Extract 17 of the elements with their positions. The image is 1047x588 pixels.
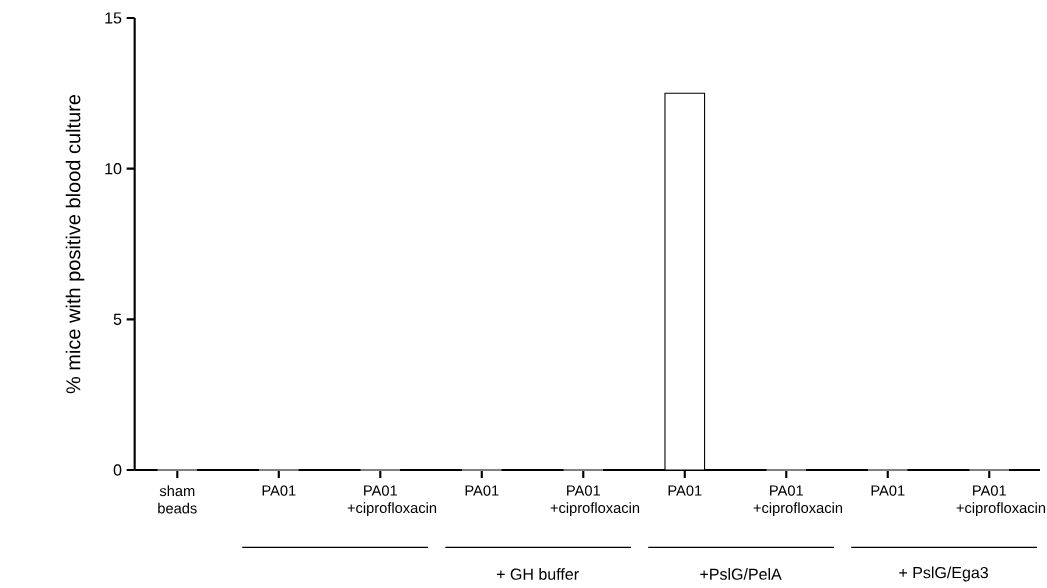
x-tick-label: PA01	[465, 485, 499, 496]
x-tick-label: PA01 +ciprofloxacin	[956, 485, 1046, 516]
y-tick-label: 15	[105, 12, 122, 24]
x-tick-label: PA01	[871, 485, 905, 496]
y-axis-title: % mice with positive blood culture	[65, 94, 85, 394]
y-tick-label: 10	[105, 163, 122, 175]
x-tick-label: PA01 +ciprofloxacin	[753, 485, 843, 516]
x-tick-label: PA01	[262, 485, 296, 496]
text: +PslG/PelA	[700, 568, 782, 580]
x-tick-label: PA01 +ciprofloxacin	[550, 485, 640, 516]
x-tick-label: sham beads	[158, 485, 197, 514]
text: + PslG/Ega3	[899, 566, 988, 582]
x-tick-label: PA01	[668, 485, 702, 496]
text: + GH buffer	[496, 568, 579, 580]
x-tick-label: PA01 +ciprofloxacin	[347, 485, 437, 516]
y-tick-label: 5	[113, 313, 122, 325]
y-tick-label: 0	[113, 464, 122, 476]
